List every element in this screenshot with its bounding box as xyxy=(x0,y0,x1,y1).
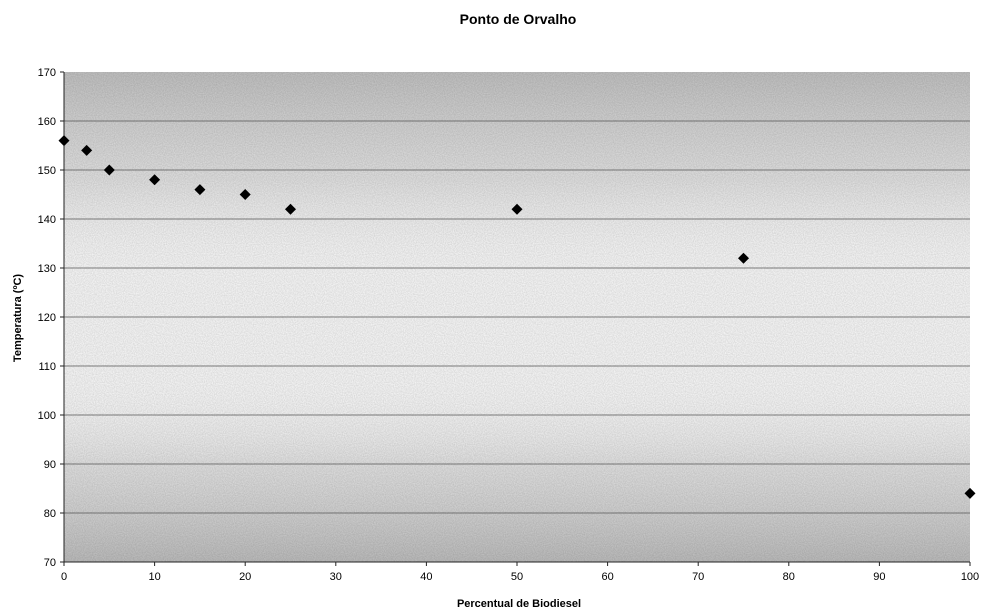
x-tick-label: 70 xyxy=(692,571,704,583)
data-point xyxy=(81,144,93,156)
x-axis-label: Percentual de Biodiesel xyxy=(457,598,581,610)
gridlines xyxy=(64,120,970,514)
x-tick-label: 60 xyxy=(601,571,613,583)
x-axis-ticks: 0 10 20 30 40 50 60 70 80 90 100 xyxy=(61,562,979,583)
x-tick-label: 90 xyxy=(873,571,885,583)
data-point xyxy=(239,189,251,200)
data-point xyxy=(149,174,161,186)
plot-area xyxy=(58,72,976,563)
y-tick-label: 100 xyxy=(38,410,56,422)
x-tick-label: 30 xyxy=(330,571,342,583)
y-tick-label: 110 xyxy=(38,361,56,373)
data-points xyxy=(58,135,976,499)
y-tick-label: 130 xyxy=(38,263,56,275)
data-point xyxy=(511,203,523,215)
data-point xyxy=(964,487,976,499)
x-tick-label: 0 xyxy=(61,571,67,583)
y-axis-ticks: 70 80 90 100 110 120 130 140 150 160 170 xyxy=(38,67,64,569)
chart-title: Ponto de Orvalho xyxy=(460,11,577,27)
x-tick-label: 40 xyxy=(420,571,432,583)
data-point xyxy=(285,203,296,215)
y-tick-label: 90 xyxy=(44,459,56,471)
y-tick-label: 70 xyxy=(44,557,56,569)
x-tick-label: 20 xyxy=(239,571,251,583)
data-point xyxy=(738,252,749,264)
x-tick-label: 100 xyxy=(961,571,979,583)
y-tick-label: 140 xyxy=(38,214,56,226)
x-tick-label: 10 xyxy=(148,571,160,583)
y-tick-label: 170 xyxy=(38,67,56,79)
y-tick-label: 120 xyxy=(38,312,56,324)
y-tick-label: 80 xyxy=(44,508,56,520)
y-axis-label: Temperatura (ºC) xyxy=(12,274,24,362)
data-point xyxy=(58,135,70,147)
x-tick-label: 50 xyxy=(511,571,523,583)
data-point xyxy=(194,184,206,196)
data-point xyxy=(103,164,115,176)
y-tick-label: 160 xyxy=(38,116,56,128)
x-tick-label: 80 xyxy=(783,571,795,583)
y-tick-label: 150 xyxy=(38,165,56,177)
